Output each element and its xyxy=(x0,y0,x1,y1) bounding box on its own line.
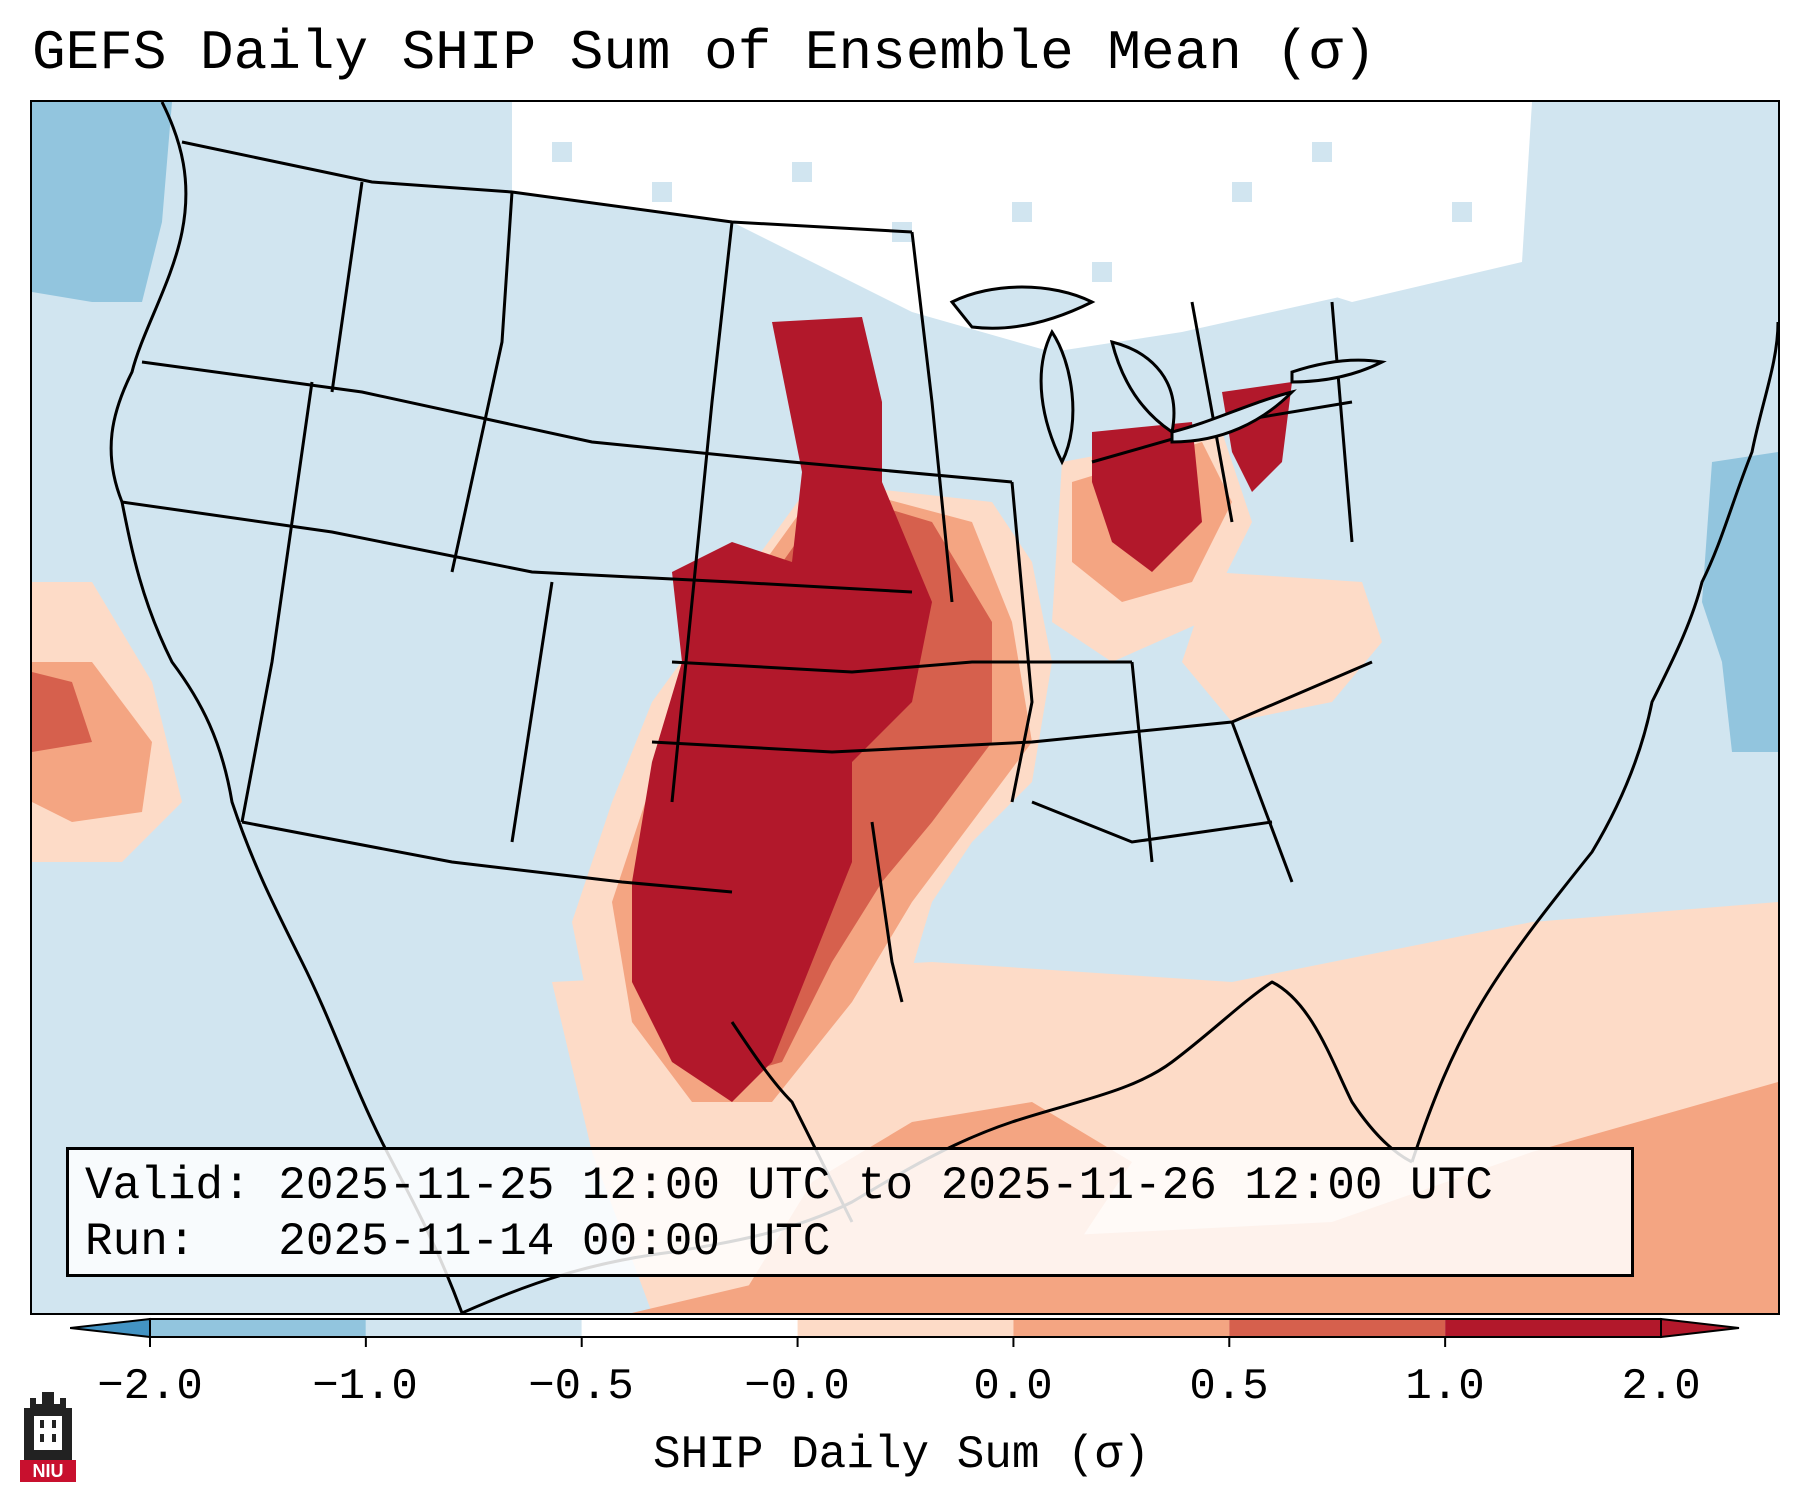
colorbar xyxy=(70,1317,1740,1347)
valid-value: 2025-11-25 12:00 UTC to 2025-11-26 12:00… xyxy=(278,1160,1493,1212)
valid-label: Valid: xyxy=(85,1160,251,1212)
colorbar-label: SHIP Daily Sum (σ) xyxy=(653,1429,1150,1481)
colorbar-tick-label: 2.0 xyxy=(1621,1362,1701,1412)
colorbar-tick-label: 0.0 xyxy=(973,1362,1053,1412)
colorbar-tick-label: −0.0 xyxy=(744,1362,850,1412)
colorbar-segment xyxy=(1013,1319,1230,1337)
colorbar-segment xyxy=(365,1319,582,1337)
state-boundaries xyxy=(121,140,1373,1003)
map-panel xyxy=(30,100,1780,1315)
pacific-negative-field xyxy=(32,102,172,302)
colorbar-tick-label: 1.0 xyxy=(1405,1362,1485,1412)
map-title: GEFS Daily SHIP Sum of Ensemble Mean (σ) xyxy=(32,21,1377,85)
pacific-positive-field xyxy=(32,582,182,862)
colorbar-segment xyxy=(1445,1319,1661,1337)
colorbar-extend-high xyxy=(1660,1317,1740,1339)
niu-tower-icon xyxy=(24,1392,72,1460)
niu-logo: NIU xyxy=(20,1390,76,1482)
colorbar-tick-label: −1.0 xyxy=(312,1362,418,1412)
colorbar-segment xyxy=(1229,1319,1446,1337)
map-canvas xyxy=(32,102,1778,1313)
colorbar-segment xyxy=(797,1319,1014,1337)
southeast-positive-field xyxy=(1182,572,1382,722)
valid-run-infobox: Valid: 2025-11-25 12:00 UTC to 2025-11-2… xyxy=(66,1147,1634,1277)
colorbar-tick-label: 0.5 xyxy=(1189,1362,1269,1412)
colorbar-tick-label: −0.5 xyxy=(528,1362,634,1412)
colorbar-segment xyxy=(581,1319,798,1337)
great-lakes xyxy=(949,285,1387,466)
colorbar-tick-label: −2.0 xyxy=(97,1362,203,1412)
atlantic-negative-field xyxy=(1702,452,1778,752)
canada-sparse-field xyxy=(432,102,1532,352)
colorbar-extend-low xyxy=(70,1317,151,1339)
run-value: 2025-11-14 00:00 UTC xyxy=(278,1216,831,1268)
run-label: Run: xyxy=(85,1216,196,1268)
central-positive-field xyxy=(572,317,1052,1162)
colorbar-frame xyxy=(149,1318,1662,1338)
niu-logo-text: NIU xyxy=(20,1460,76,1482)
colorbar-segment xyxy=(150,1319,366,1337)
